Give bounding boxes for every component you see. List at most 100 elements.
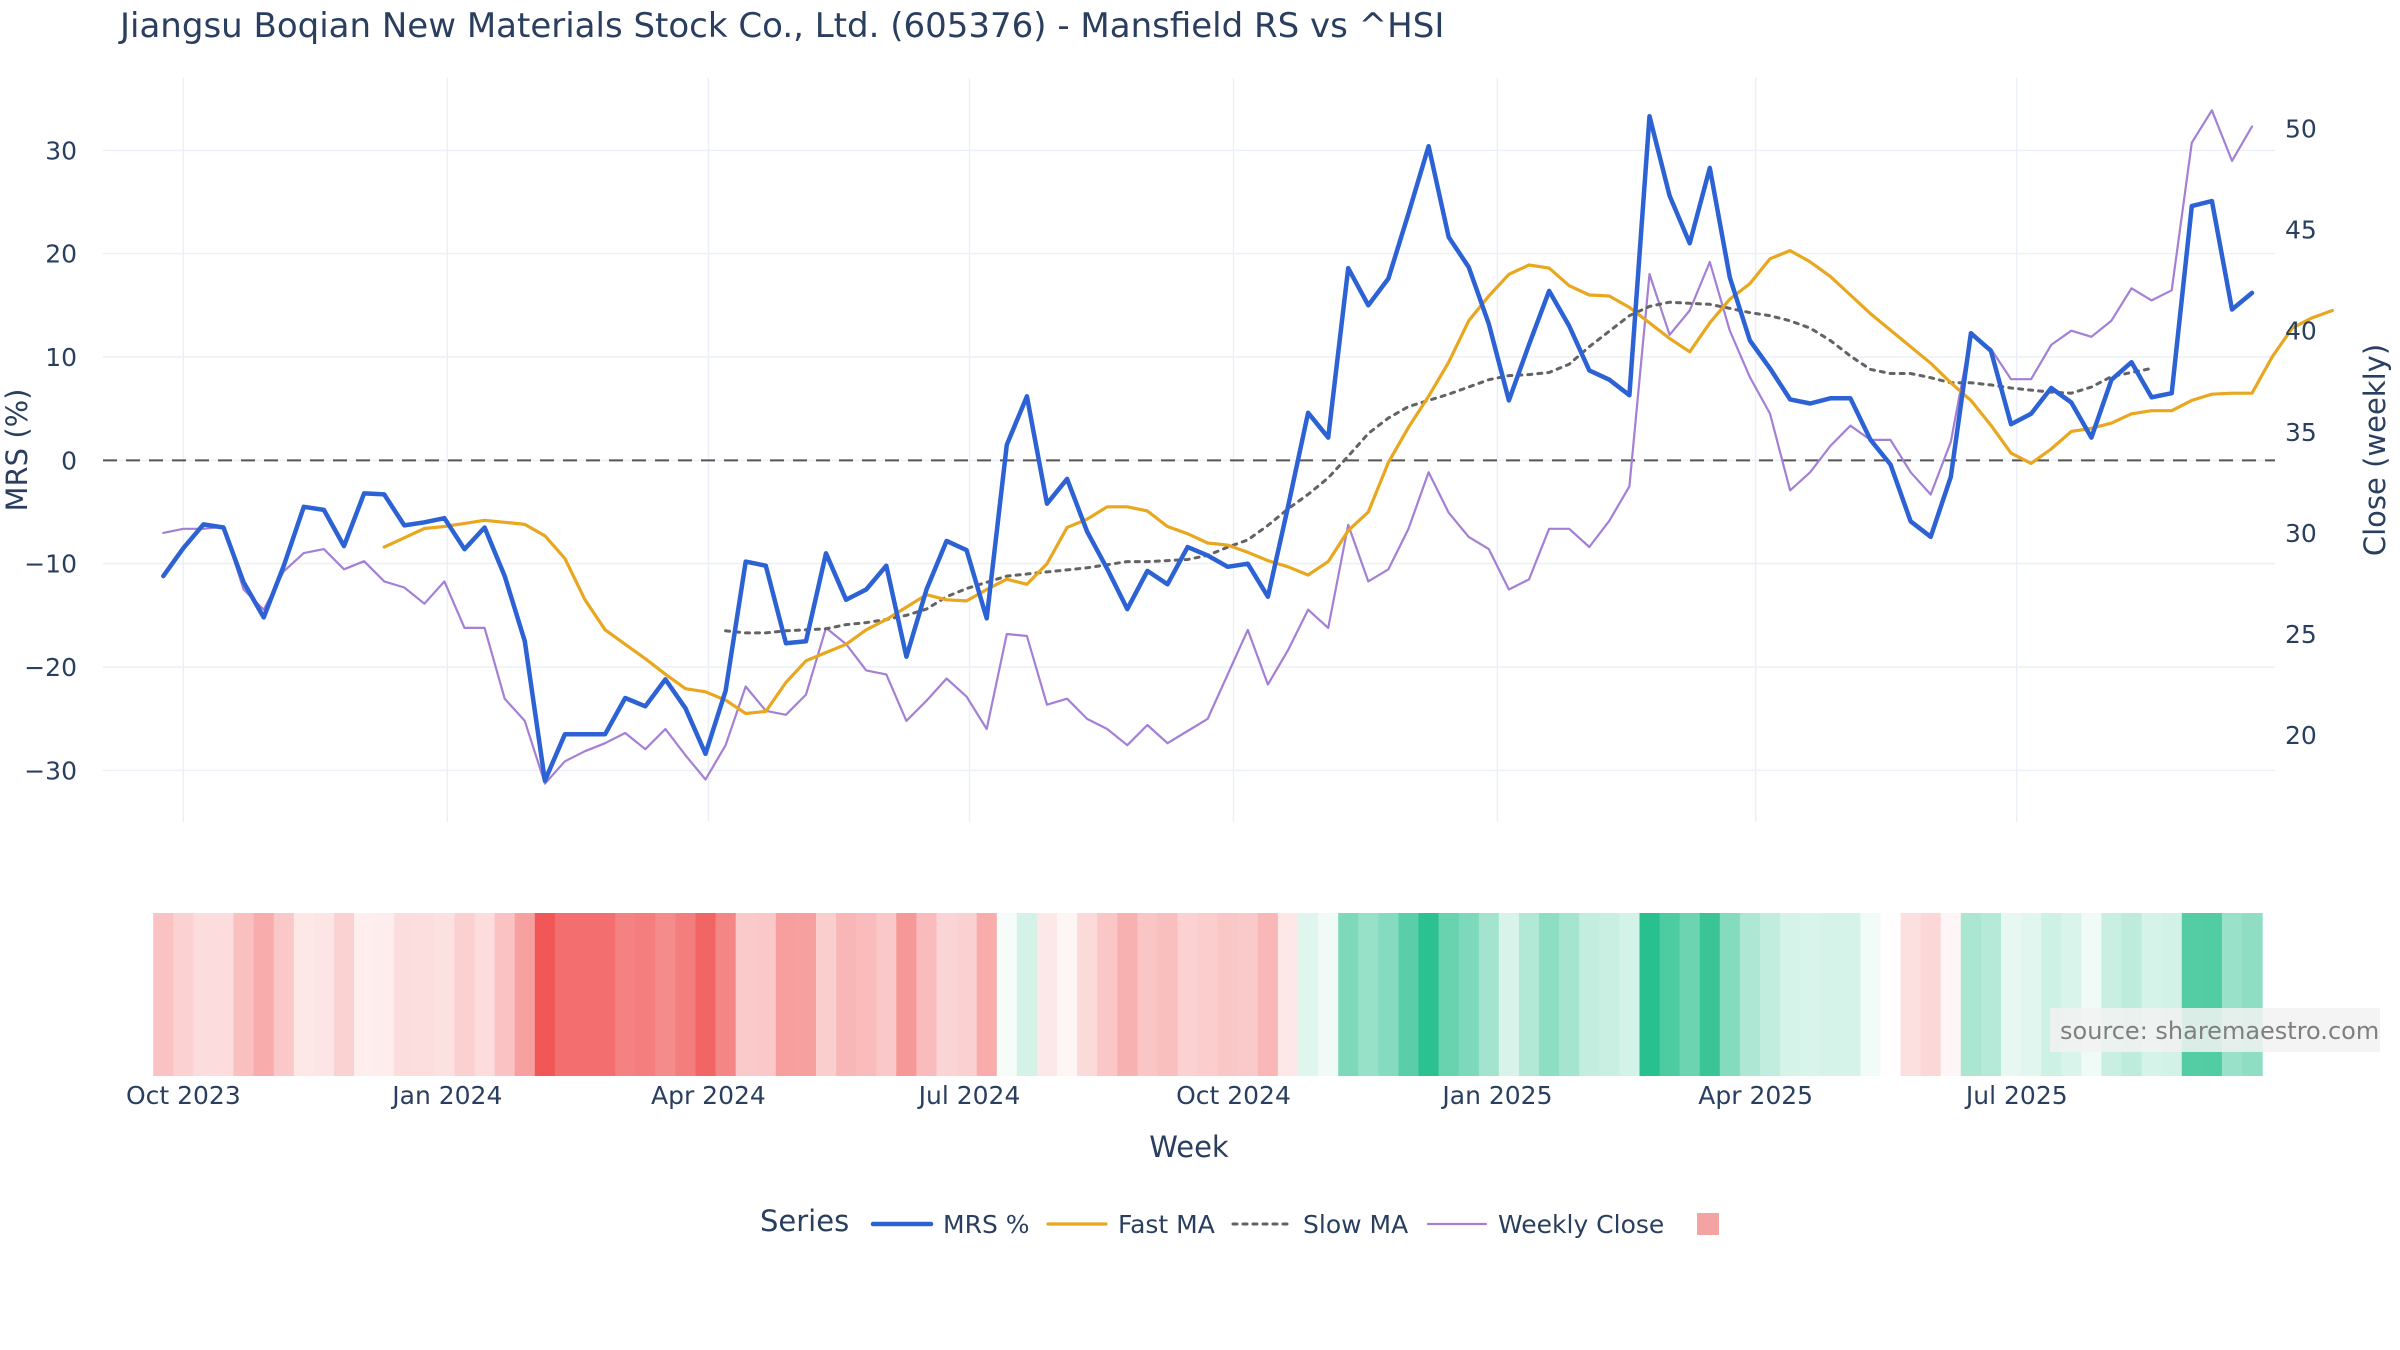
strip-cell: [1980, 913, 2002, 1076]
strip-cell: [1880, 913, 1902, 1076]
legend: Series MRS % Fast MA Slow MA Weekly Close: [760, 1204, 1719, 1239]
x-tick-label: Apr 2025: [1698, 1081, 1813, 1110]
strip-cell: [1016, 913, 1038, 1076]
strip-cell: [293, 913, 315, 1076]
x-axis-title: Week: [1149, 1130, 1229, 1164]
strip-cell: [715, 913, 737, 1076]
strip-cell: [575, 913, 596, 1076]
y2-tick-label: 40: [2285, 317, 2317, 346]
y-axis-left: 30 20 10 0 −10 −20 −30: [24, 136, 77, 785]
y-tick-label: −10: [24, 550, 77, 579]
strip-cell: [1519, 913, 1540, 1076]
strip-cell: [273, 913, 295, 1076]
strip-cell: [1800, 913, 1821, 1076]
strip-cell: [996, 913, 1018, 1076]
strip-cell: [655, 913, 676, 1076]
strip-cell: [1257, 913, 1279, 1076]
strip-cell: [896, 913, 917, 1076]
y-tick-label: 20: [45, 240, 77, 269]
strip-cell: [2001, 913, 2022, 1076]
y2-tick-label: 30: [2285, 519, 2317, 548]
strip-cell: [2021, 913, 2042, 1076]
strip-cell: [233, 913, 255, 1076]
legend-heatmap-swatch: [1697, 1213, 1719, 1235]
series-line-fast-ma: [382, 249, 2334, 716]
y-tick-label: 10: [45, 343, 77, 372]
source-label: source: sharemaestro.com: [2060, 1017, 2379, 1045]
strip-cell: [554, 913, 576, 1076]
x-tick-label: Jul 2025: [1964, 1081, 2068, 1110]
strip-cell: [1217, 913, 1239, 1076]
strip-cell: [755, 913, 777, 1076]
y-tick-label: 0: [61, 446, 77, 475]
strip-cell: [1036, 913, 1058, 1076]
strip-cell: [1739, 913, 1761, 1076]
strip-cell: [434, 913, 456, 1076]
strip-cell: [775, 913, 797, 1076]
strip-cell: [334, 913, 355, 1076]
strip-cell: [394, 913, 415, 1076]
strip-cell: [916, 913, 938, 1076]
strip-cell: [1659, 913, 1681, 1076]
grid: [103, 78, 2275, 822]
strip-cell: [1920, 913, 1942, 1076]
chart-title: Jiangsu Boqian New Materials Stock Co., …: [120, 6, 1445, 46]
strip-cell: [1458, 913, 1480, 1076]
strip-cell: [313, 913, 335, 1076]
series-line-weekly-close: [162, 109, 2254, 785]
x-tick-label: Apr 2024: [651, 1081, 766, 1110]
strip-cell: [1478, 913, 1500, 1076]
strip-cell: [936, 913, 958, 1076]
strip-cell: [1157, 913, 1179, 1076]
strip-cell: [1398, 913, 1420, 1076]
source-badge-background: [2050, 1008, 2380, 1052]
legend-title: Series: [760, 1204, 849, 1238]
strip-cell: [253, 913, 275, 1076]
strip-cell: [1860, 913, 1882, 1076]
y2-axis-title: Close (weekly): [2358, 344, 2392, 556]
strip-cell: [595, 913, 616, 1076]
strip-cell: [735, 913, 757, 1076]
strip-cell: [1559, 913, 1580, 1076]
strip-cell: [1900, 913, 1922, 1076]
x-tick-label: Jul 2024: [917, 1081, 1021, 1110]
strip-cell: [1117, 913, 1138, 1076]
strip-cell: [1840, 913, 1861, 1076]
strip-cell: [1358, 913, 1379, 1076]
strip-cell: [1057, 913, 1078, 1076]
strip-cell: [474, 913, 496, 1076]
strip-cell: [795, 913, 817, 1076]
strip-cell: [1719, 913, 1741, 1076]
strip-cell: [173, 913, 194, 1076]
strip-cell: [876, 913, 897, 1076]
strip-cell: [1760, 913, 1781, 1076]
strip-cell: [354, 913, 375, 1076]
x-axis: Oct 2023 Jan 2024 Apr 2024 Jul 2024 Oct 2024…: [126, 1081, 2068, 1110]
strip-cell: [1960, 913, 1982, 1076]
strip-cell: [414, 913, 435, 1076]
strip-cell: [836, 913, 857, 1076]
strip-cell: [494, 913, 516, 1076]
legend-item-label: Fast MA: [1118, 1210, 1215, 1239]
y2-tick-label: 25: [2285, 620, 2317, 649]
strip-cell: [1699, 913, 1721, 1076]
strip-cell: [193, 913, 215, 1076]
strip-cell: [1780, 913, 1801, 1076]
series-line-mrs: [161, 113, 2255, 783]
strip-cell: [1619, 913, 1641, 1076]
strip-cell: [153, 913, 174, 1076]
strip-cell: [1599, 913, 1620, 1076]
y-axis-right: 50 45 40 35 30 25 20: [2285, 115, 2317, 751]
strip-cell: [1679, 913, 1701, 1076]
strip-cell: [1077, 913, 1098, 1076]
strip-cell: [816, 913, 837, 1076]
y2-tick-label: 45: [2285, 216, 2317, 245]
strip-cell: [1338, 913, 1359, 1076]
strip-cell: [1277, 913, 1299, 1076]
legend-item-label: Weekly Close: [1498, 1210, 1664, 1239]
strip-cell: [695, 913, 717, 1076]
strip-cell: [1177, 913, 1199, 1076]
y-tick-label: 30: [45, 136, 77, 165]
strip-cell: [1498, 913, 1520, 1076]
